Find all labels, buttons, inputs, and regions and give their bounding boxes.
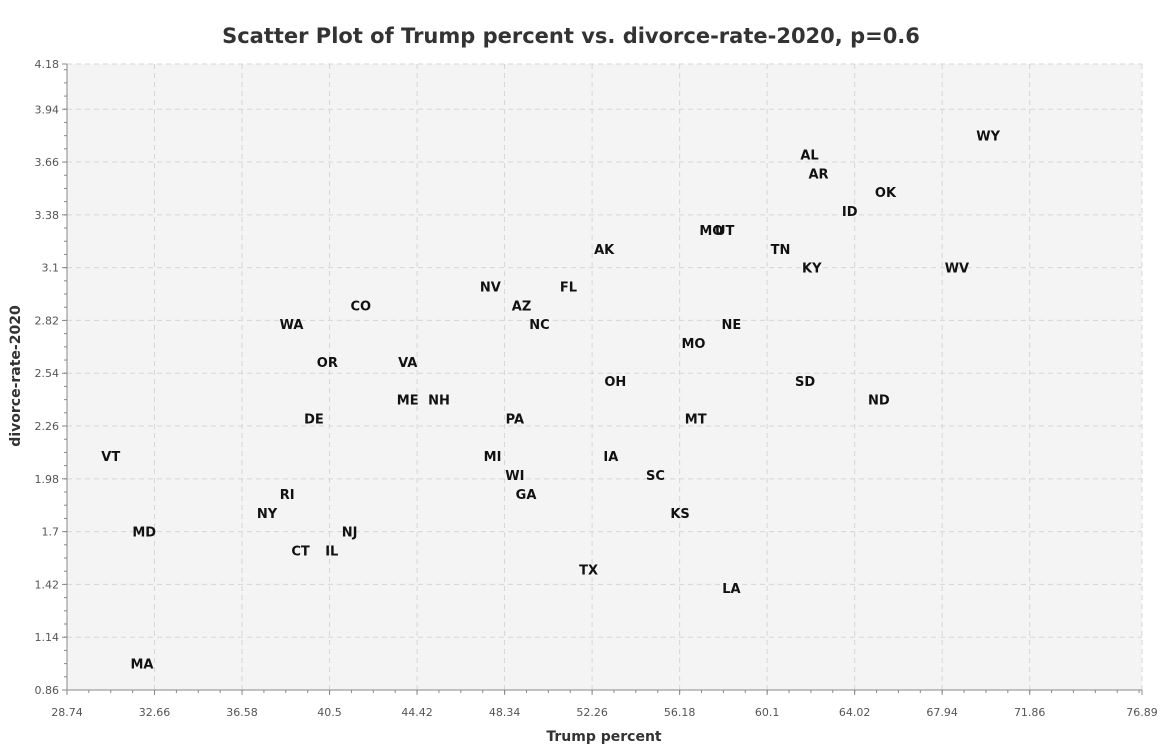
point-label-tx: TX [579,563,598,578]
x-tick-label: 76.89 [1126,706,1158,719]
x-tick-label: 67.94 [926,706,958,719]
x-tick-label: 71.86 [1014,706,1046,719]
plot-area [67,64,1142,690]
point-label-ga: GA [516,488,537,503]
x-tick-label: 52.26 [576,706,608,719]
point-label-nc: NC [529,318,549,333]
point-label-ne: NE [722,318,742,333]
axes: 0.86 1.14 1.42 1.7 1.98 2.26 2.54 2.82 3.1 3.38 3.… [35,58,1158,719]
point-label-al: AL [800,149,818,164]
point-label-wv: WV [945,262,969,277]
x-axis-label: Trump percent [546,729,662,745]
point-label-pa: PA [506,412,524,427]
point-label-ky: KY [802,262,822,277]
point-label-fl: FL [560,280,577,295]
y-tick-label: 1.98 [35,473,60,486]
point-label-nh: NH [428,394,450,409]
x-tick-label: 32.66 [139,706,171,719]
point-label-ct: CT [291,544,310,559]
x-tick-label: 64.02 [839,706,871,719]
x-tick-label: 48.34 [489,706,521,719]
point-label-sc: SC [646,469,665,484]
point-label-or: OR [317,356,338,371]
y-tick-label: 2.82 [35,314,60,327]
x-tick-label: 44.42 [401,706,433,719]
point-label-ut: UT [715,224,735,239]
y-tick-label: 2.54 [35,367,60,380]
x-tick-label: 28.74 [51,706,83,719]
x-tick-label: 56.18 [664,706,696,719]
y-tick-label: 3.94 [35,103,60,116]
point-label-ny: NY [257,507,278,522]
point-label-az: AZ [512,299,532,314]
point-label-vt: VT [101,450,120,465]
y-tick-label: 1.14 [35,631,60,644]
point-label-wy: WY [976,130,1000,145]
point-label-nj: NJ [342,526,358,541]
point-label-wa: WA [280,318,304,333]
point-label-sd: SD [795,375,815,390]
point-label-mo: MO [699,224,723,239]
point-label-oh: OH [604,375,626,390]
point-label-mt: MT [685,412,707,427]
point-label-ar: AR [808,167,828,182]
point-label-nv: NV [480,280,501,295]
point-label-tn: TN [771,243,791,258]
y-tick-label: 1.42 [35,578,60,591]
point-label-ok: OK [875,186,897,201]
point-label-va: VA [398,356,417,371]
point-label-mi: MI [484,450,502,465]
point-label-wi: WI [505,469,524,484]
y-tick-label: 1.7 [42,526,60,539]
point-label-il: IL [325,544,338,559]
y-tick-label: 0.86 [35,684,60,697]
point-label-ma: MA [131,658,154,673]
x-tick-label: 36.58 [226,706,258,719]
point-label-ia: IA [603,450,618,465]
x-tick-label: 60.1 [755,706,780,719]
point-label-ks: KS [670,507,689,522]
x-tick-label: 40.5 [317,706,342,719]
point-label-ri: RI [280,488,295,503]
point-label-ak: AK [594,243,615,258]
chart-title: Scatter Plot of Trump percent vs. divorc… [222,24,920,48]
point-label-id: ID [842,205,858,220]
point-label-mo: MO [681,337,705,352]
point-label-co: CO [351,299,372,314]
y-tick-label: 3.1 [42,262,60,275]
y-axis-label: divorce-rate-2020 [8,305,24,447]
point-label-me: ME [397,394,419,409]
y-tick-label: 3.66 [35,156,60,169]
point-label-nd: ND [868,394,890,409]
point-label-de: DE [304,412,324,427]
point-label-la: LA [722,582,740,597]
y-tick-label: 4.18 [35,58,60,71]
y-tick-label: 2.26 [35,420,60,433]
point-label-md: MD [132,526,156,541]
y-tick-label: 3.38 [35,209,60,222]
